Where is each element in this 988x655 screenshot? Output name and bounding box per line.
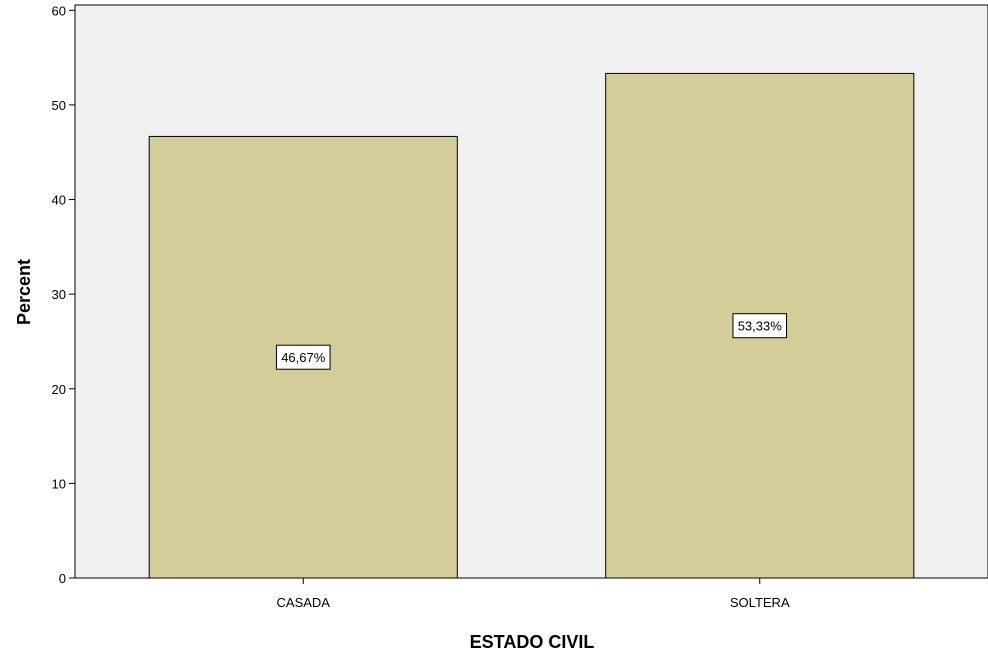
y-tick-label: 0 bbox=[59, 571, 66, 586]
y-tick-label: 10 bbox=[52, 476, 66, 491]
y-tick-label: 20 bbox=[52, 382, 66, 397]
y-axis: 0 10 20 30 40 50 60 bbox=[52, 3, 75, 586]
x-axis-title: ESTADO CIVIL bbox=[470, 632, 595, 652]
data-label: 53,33% bbox=[738, 319, 783, 334]
y-tick-label: 60 bbox=[52, 3, 66, 18]
x-tick-label: CASADA bbox=[277, 595, 331, 610]
bars-group: 46,67% 53,33% bbox=[148, 72, 915, 579]
data-label-box bbox=[732, 313, 788, 339]
y-tick-label: 50 bbox=[52, 98, 66, 113]
y-axis-title: Percent bbox=[14, 259, 34, 325]
data-label-box bbox=[275, 344, 331, 370]
x-tick-label: SOLTERA bbox=[730, 595, 790, 610]
data-label: 46,67% bbox=[281, 350, 326, 365]
x-axis: CASADA SOLTERA bbox=[277, 578, 790, 610]
y-tick-label: 30 bbox=[52, 287, 66, 302]
y-tick-label: 40 bbox=[52, 193, 66, 208]
